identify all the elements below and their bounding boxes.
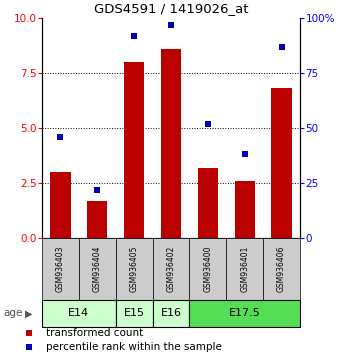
- Text: percentile rank within the sample: percentile rank within the sample: [46, 342, 221, 352]
- Text: GSM936403: GSM936403: [56, 246, 65, 292]
- Text: GSM936400: GSM936400: [203, 246, 212, 292]
- Text: GSM936404: GSM936404: [93, 246, 102, 292]
- Bar: [161, 49, 181, 238]
- Text: GSM936406: GSM936406: [277, 246, 286, 292]
- Point: [205, 121, 211, 126]
- Text: E17.5: E17.5: [229, 308, 261, 319]
- Bar: [198, 167, 218, 238]
- Text: E16: E16: [161, 308, 182, 319]
- Point: [95, 187, 100, 193]
- Bar: [263, 238, 300, 300]
- Bar: [42, 300, 116, 327]
- Point: [242, 152, 247, 157]
- Bar: [152, 238, 189, 300]
- Bar: [116, 300, 152, 327]
- Text: GSM936402: GSM936402: [167, 246, 175, 292]
- Bar: [42, 238, 79, 300]
- Text: GSM936405: GSM936405: [130, 246, 139, 292]
- Bar: [116, 238, 152, 300]
- Bar: [271, 88, 292, 238]
- Text: transformed count: transformed count: [46, 328, 143, 338]
- Bar: [124, 62, 144, 238]
- Bar: [87, 201, 107, 238]
- Bar: [235, 181, 255, 238]
- Bar: [189, 300, 300, 327]
- Bar: [50, 172, 71, 238]
- Bar: [79, 238, 116, 300]
- Point: [168, 22, 174, 27]
- Bar: [189, 238, 226, 300]
- Title: GDS4591 / 1419026_at: GDS4591 / 1419026_at: [94, 2, 248, 16]
- Point: [279, 44, 284, 50]
- Text: E15: E15: [124, 308, 145, 319]
- Point: [58, 134, 63, 139]
- Text: ▶: ▶: [25, 308, 33, 319]
- Text: GSM936401: GSM936401: [240, 246, 249, 292]
- Point: [131, 33, 137, 39]
- Bar: [226, 238, 263, 300]
- Bar: [152, 300, 189, 327]
- Text: age: age: [3, 308, 23, 319]
- Text: E14: E14: [68, 308, 90, 319]
